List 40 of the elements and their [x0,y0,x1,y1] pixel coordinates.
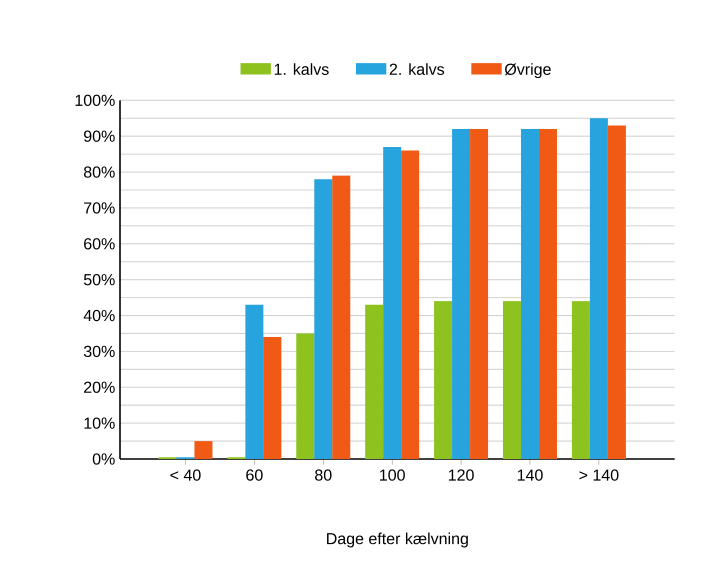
bar [332,176,350,459]
legend-label: 2. kalvs [390,63,444,75]
x-tick-label: 80 [315,469,332,481]
bar [194,441,212,459]
x-tick-label: 140 [518,469,543,481]
bar [590,118,608,459]
bar [502,301,521,459]
bar [520,129,539,459]
bar [608,125,626,459]
legend-label: Øvrige [504,63,551,78]
bar [365,304,384,459]
y-tick-label: 40% [84,310,115,322]
y-tick-label: 100% [76,94,115,106]
x-tick-label: > 140 [579,469,618,481]
y-tick-label: 30% [84,346,115,358]
x-tick-label: < 40 [170,469,201,481]
y-tick-label: 70% [84,202,115,214]
bar [314,179,332,459]
bar [538,129,557,459]
y-tick-label: 10% [84,417,115,429]
bar [296,333,314,459]
x-tick-label: 100 [380,469,405,481]
y-tick-label: 50% [84,274,115,286]
y-tick-label: 80% [84,166,115,178]
x-axis-title: Dage efter kælvning [327,532,468,548]
y-tick-label: 0% [92,453,115,465]
y-tick-label: 20% [84,382,115,393]
bar [452,129,470,459]
bar [434,301,452,459]
y-tick-label: 60% [84,238,115,250]
bar [572,301,590,459]
bar [263,337,282,459]
legend-label: 1. kalvs [274,63,329,75]
x-tick-label: 60 [246,469,263,481]
x-tick-label: 120 [448,469,474,481]
y-tick-label: 90% [84,130,115,142]
bar [470,129,488,459]
bar [245,304,264,459]
bar [401,150,420,459]
bar [383,146,402,459]
